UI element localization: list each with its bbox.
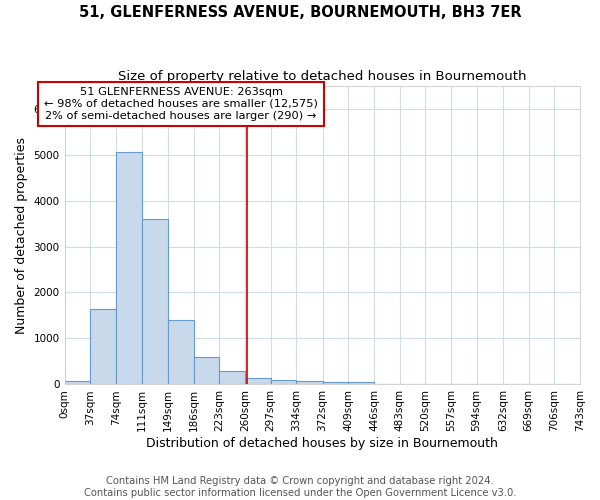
Bar [323,382,348,384]
Bar [90,308,116,384]
Bar [296,382,323,384]
Title: Size of property relative to detached houses in Bournemouth: Size of property relative to detached ho… [118,70,527,83]
Bar [168,320,194,384]
Bar [219,370,245,384]
Text: Contains HM Land Registry data © Crown copyright and database right 2024.
Contai: Contains HM Land Registry data © Crown c… [84,476,516,498]
Bar [142,219,168,384]
Bar [245,378,271,384]
Bar [65,381,90,384]
Text: 51, GLENFERNESS AVENUE, BOURNEMOUTH, BH3 7ER: 51, GLENFERNESS AVENUE, BOURNEMOUTH, BH3… [79,5,521,20]
X-axis label: Distribution of detached houses by size in Bournemouth: Distribution of detached houses by size … [146,437,498,450]
Text: 51 GLENFERNESS AVENUE: 263sqm
← 98% of detached houses are smaller (12,575)
2% o: 51 GLENFERNESS AVENUE: 263sqm ← 98% of d… [44,88,318,120]
Bar [116,152,142,384]
Bar [271,380,296,384]
Y-axis label: Number of detached properties: Number of detached properties [15,136,28,334]
Bar [348,382,374,384]
Bar [194,357,219,384]
